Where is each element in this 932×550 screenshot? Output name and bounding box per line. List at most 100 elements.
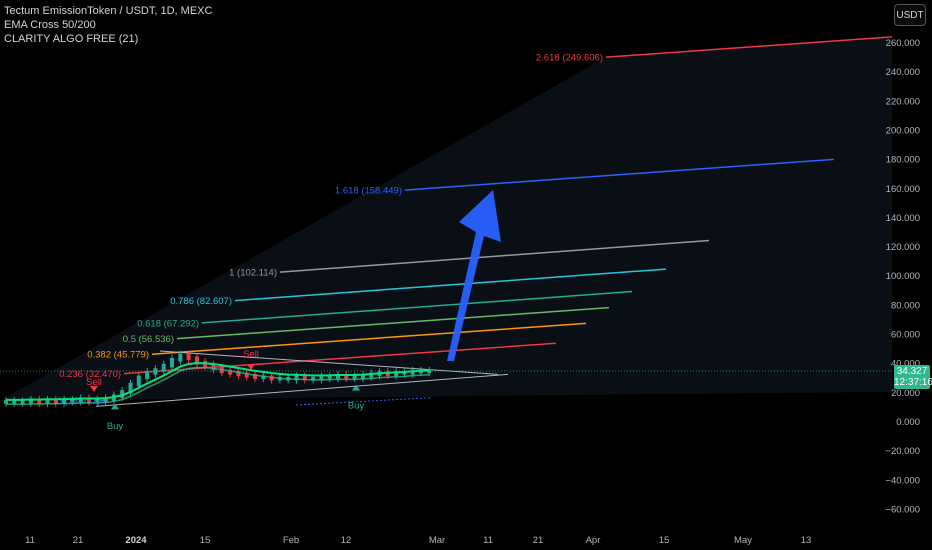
fib-fill-zone <box>0 36 892 401</box>
y-tick-label: −60.000 <box>885 504 920 515</box>
candle-body <box>170 358 174 368</box>
candle-body <box>136 375 141 387</box>
fib-label: 1.618 (158.449) <box>335 186 402 197</box>
buy-signal-marker <box>111 403 119 410</box>
blue-dotted-line <box>295 397 433 406</box>
y-tick-label: −20.000 <box>885 446 920 457</box>
candle-body <box>394 371 399 377</box>
candle-body <box>145 371 150 380</box>
sell-signal-marker <box>247 364 255 371</box>
legend-clarity-algo[interactable]: CLARITY ALGO FREE (21) <box>4 33 139 45</box>
currency-button[interactable]: USDT <box>894 4 926 26</box>
candle-body <box>20 400 25 404</box>
x-tick-label: Feb <box>283 535 299 546</box>
candle-body <box>244 372 249 378</box>
current-price-tag: 34.327 12:37:16 <box>894 365 932 389</box>
candle-body <box>336 374 340 380</box>
projection-arrow <box>447 190 501 361</box>
candle-body <box>45 398 50 404</box>
x-tick-label: 15 <box>200 535 211 546</box>
candle-body <box>228 369 233 375</box>
y-tick-label: 40.000 <box>891 359 920 370</box>
y-tick-label: 120.000 <box>886 242 920 253</box>
y-tick-label: 160.000 <box>886 184 920 195</box>
y-tick-label: 20.000 <box>891 388 920 399</box>
y-tick-label: 180.000 <box>886 155 920 166</box>
x-tick-label: 15 <box>659 535 670 546</box>
triangle-trendlines <box>95 350 509 407</box>
candle-body <box>327 375 332 380</box>
fib-label: 2.618 (249.606) <box>536 53 603 64</box>
buy-signal-marker <box>352 384 360 391</box>
ema-band <box>6 362 430 405</box>
lower-trendline <box>95 373 509 407</box>
candle-body <box>261 375 266 380</box>
candle-body <box>161 363 166 372</box>
fib-line <box>404 158 835 191</box>
legend-symbol[interactable]: Tectum EmissionToken / USDT, 1D, MEXC <box>4 5 213 17</box>
candle-body <box>12 400 17 404</box>
x-tick-label: Mar <box>429 535 445 546</box>
ema-slow-line <box>6 366 430 405</box>
candle-body <box>95 398 100 403</box>
fib-label: 0 (13.937) <box>57 396 100 407</box>
buy-signal-label: Buy <box>107 421 124 432</box>
candle-body <box>186 353 191 361</box>
x-tick-label: 12 <box>341 535 352 546</box>
fib-line <box>201 290 633 324</box>
x-tick-label: May <box>734 535 752 546</box>
candle-body <box>194 356 199 365</box>
y-tick-label: 0.000 <box>896 417 920 428</box>
current-price: 34.327 <box>896 366 928 377</box>
x-tick-label: 2024 <box>125 535 147 546</box>
sell-signal-label: Sell <box>86 377 102 388</box>
fib-label: 0.786 (82.607) <box>170 296 232 307</box>
candle-body <box>369 372 374 378</box>
candle-body <box>311 376 316 381</box>
candle-body <box>53 398 58 404</box>
candle-body <box>62 398 67 404</box>
fib-extension-lines: 2.618 (249.606) 1.618 (158.449) 1 (102.114… <box>57 36 893 407</box>
candle-body <box>302 375 307 381</box>
y-tick-label: 80.000 <box>891 300 920 311</box>
y-tick-label: 220.000 <box>886 96 920 107</box>
candle-body <box>352 375 357 380</box>
candle-body <box>70 398 75 403</box>
fib-line <box>234 268 667 302</box>
candle-body <box>128 382 133 394</box>
y-tick-label: −40.000 <box>885 475 920 486</box>
legend-ema-cross[interactable]: EMA Cross 50/200 <box>4 19 96 31</box>
candle-body <box>253 374 257 380</box>
candle-body <box>37 398 42 404</box>
x-tick-label: 11 <box>25 535 35 546</box>
fib-label: 0.382 (45.779) <box>87 350 149 361</box>
y-tick-label: 60.000 <box>891 330 920 341</box>
upper-trendline <box>159 350 499 375</box>
up-arrow-shape <box>447 190 501 361</box>
candle-body <box>28 398 33 404</box>
ema-fast-line <box>6 362 430 401</box>
x-axis[interactable]: 11 21 2024 15 Feb 12 Mar 11 21 Apr 15 May 13 <box>25 535 811 546</box>
buy-signal-label: Buy <box>348 401 365 412</box>
candle-body <box>78 397 83 403</box>
candle-body <box>87 397 91 403</box>
candle-body <box>120 390 125 398</box>
candle-body <box>153 368 158 375</box>
chart-legend: Tectum EmissionToken / USDT, 1D, MEXC EM… <box>4 4 212 46</box>
candle-body <box>4 400 8 404</box>
candle-body <box>344 374 349 380</box>
x-tick-label: 11 <box>483 535 493 546</box>
candle-body <box>294 375 299 381</box>
sell-signal-marker <box>90 385 98 392</box>
fib-label: 0.618 (67.292) <box>137 318 199 329</box>
bar-countdown: 12:37:16 <box>894 377 932 388</box>
y-tick-label: 260.000 <box>886 38 920 49</box>
sell-signal-label: Sell <box>243 349 259 360</box>
candle-body <box>319 375 324 381</box>
fib-label: 1 (102.114) <box>229 268 277 279</box>
fib-line <box>123 342 557 375</box>
y-tick-label: 140.000 <box>886 213 920 224</box>
y-axis[interactable]: 260.000 240.000 220.000 200.000 180.000 160.0… <box>0 38 920 515</box>
x-tick-label: 13 <box>801 535 812 546</box>
